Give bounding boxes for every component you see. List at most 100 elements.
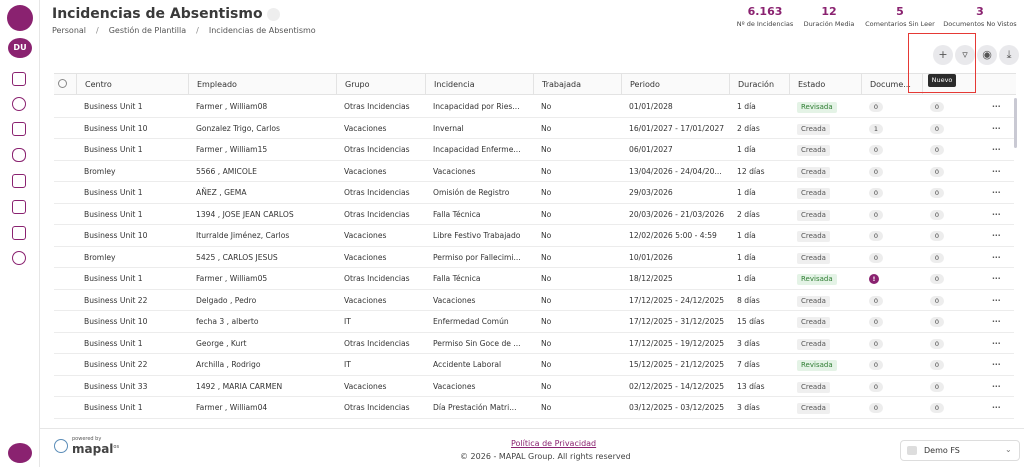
cell: No <box>541 295 552 305</box>
cell: 0 <box>869 247 920 268</box>
cell: 1 día <box>737 274 756 283</box>
column-header[interactable]: Grupo <box>336 74 425 95</box>
cell: Libre Festivo Trabajado <box>433 231 521 240</box>
brand-name: mapal <box>72 442 114 456</box>
table-row[interactable]: Business Unit 22 Delgado , Pedro Vacacione… <box>54 290 1014 311</box>
row-menu[interactable]: ··· <box>992 360 1001 369</box>
privacy-link[interactable]: Política de Privacidad <box>511 439 597 448</box>
column-header[interactable]: Trabajada <box>533 74 621 95</box>
cell: No <box>541 209 552 219</box>
nav-icon[interactable] <box>12 72 26 86</box>
count-badge: 0 <box>930 338 944 349</box>
cell: Falla Técnica <box>433 274 481 283</box>
count-badge: 0 <box>869 403 883 413</box>
app-logo-bottom[interactable] <box>8 443 32 463</box>
row-menu[interactable]: ··· <box>992 145 1001 154</box>
row-menu[interactable]: ··· <box>992 274 1001 283</box>
status-badge: Creada <box>797 381 830 393</box>
table-row[interactable]: Business Unit 1 Farmer , William08 Otras I… <box>54 96 1014 118</box>
column-header[interactable] <box>922 74 984 95</box>
table-row[interactable]: Business Unit 1 1394 , JOSE JEAN CARLOS Ot… <box>54 204 1014 225</box>
row-menu[interactable]: ··· <box>992 295 1001 305</box>
table-row[interactable]: Business Unit 22 Archilla , Rodrigo IT Acci… <box>54 354 1014 376</box>
user-button[interactable]: ◉ <box>977 45 997 65</box>
scrollbar[interactable] <box>1014 98 1017 148</box>
column-header[interactable]: Incidencia <box>425 74 533 95</box>
cell: 15 días <box>737 317 765 326</box>
nav-icon[interactable] <box>12 251 26 265</box>
new-button[interactable]: + <box>933 45 953 65</box>
status-badge: Creada <box>797 145 830 156</box>
cell: Otras Incidencias <box>344 274 410 283</box>
table-row[interactable]: Business Unit 10 Gonzalez Trigo, Carlos Va… <box>54 118 1014 139</box>
row-menu[interactable]: ··· <box>992 123 1001 133</box>
table-row[interactable]: Business Unit 33 1492 , MARIA CARMEN Vacac… <box>54 376 1014 397</box>
stat-label: Nº de Incidencias <box>736 20 794 28</box>
row-menu[interactable]: ··· <box>992 317 1001 326</box>
cell: No <box>541 102 552 111</box>
cell: 0 <box>869 376 920 397</box>
user-avatar[interactable]: DU <box>8 38 32 58</box>
nav-icon[interactable] <box>12 226 26 240</box>
status-badge: Creada <box>797 403 830 414</box>
app-logo[interactable] <box>7 5 33 31</box>
cell: 0 <box>869 354 920 375</box>
nav-icon[interactable] <box>12 97 26 111</box>
status-badge: Creada <box>797 123 830 135</box>
column-header[interactable]: Centro <box>76 74 188 95</box>
nav-icon[interactable] <box>12 122 26 136</box>
count-badge: 0 <box>930 145 944 155</box>
tooltip: Nuevo <box>928 74 956 87</box>
status-badge: Creada <box>797 252 830 264</box>
row-menu[interactable]: ··· <box>992 403 1001 412</box>
cell: 0 <box>869 139 920 160</box>
cell: 0 <box>930 268 982 289</box>
cell: Enfermedad Común <box>433 317 509 326</box>
stat: 5 Comentarios Sin Leer <box>860 5 940 28</box>
nav-icon[interactable] <box>12 200 26 214</box>
row-menu[interactable]: ··· <box>992 209 1001 219</box>
column-header[interactable]: Duración <box>729 74 789 95</box>
filter-button[interactable]: ▿ <box>955 45 975 65</box>
row-menu[interactable]: ··· <box>992 188 1001 197</box>
breadcrumb: Personal / Gestión de Plantilla / Incidencia… <box>52 26 316 35</box>
column-header[interactable]: Empleado <box>188 74 336 95</box>
row-menu[interactable]: ··· <box>992 231 1001 240</box>
edit-icon[interactable] <box>267 7 281 21</box>
table-row[interactable]: Business Unit 1 Farmer , William05 Otras I… <box>54 268 1014 290</box>
cell: 0 <box>930 139 982 160</box>
cell: No <box>541 403 552 412</box>
row-menu[interactable]: ··· <box>992 338 1001 348</box>
column-header[interactable]: Periodo <box>621 74 729 95</box>
column-header[interactable]: Docume... <box>861 74 922 95</box>
table-row[interactable]: Business Unit 1 Farmer , William15 Otras I… <box>54 139 1014 161</box>
download-button[interactable]: ⤓ <box>999 45 1019 65</box>
table-row[interactable]: Bromley 5425 , CARLOS JESUS Vacaciones Perm… <box>54 247 1014 268</box>
table-row[interactable]: Business Unit 10 Iturralde Jiménez, Carlo… <box>54 225 1014 247</box>
column-header[interactable]: Estado <box>789 74 861 95</box>
search-icon[interactable] <box>58 79 67 88</box>
cell: 2 días <box>737 123 760 133</box>
nav-icon[interactable] <box>12 148 26 162</box>
cell: Gonzalez Trigo, Carlos <box>196 123 281 133</box>
nav-icon[interactable] <box>12 174 26 188</box>
row-menu[interactable]: ··· <box>992 166 1001 176</box>
cell: Creada <box>797 290 859 311</box>
row-menu[interactable]: ··· <box>992 381 1001 391</box>
table-row[interactable]: Business Unit 10 fecha 3 , alberto IT Enfer… <box>54 311 1014 333</box>
table-row[interactable]: Business Unit 1 AÑEZ , GEMA Otras Incidenc… <box>54 182 1014 204</box>
row-menu[interactable]: ··· <box>992 102 1001 111</box>
cell: Farmer , William15 <box>196 145 268 154</box>
cell: Creada <box>797 161 859 182</box>
row-menu[interactable]: ··· <box>992 252 1001 262</box>
table-row[interactable]: Business Unit 1 Farmer , William04 Otras I… <box>54 397 1014 419</box>
count-badge: 0 <box>930 231 944 241</box>
crumb[interactable]: Gestión de Plantilla <box>108 26 187 35</box>
workspace-select[interactable]: Demo FS ⌄ <box>900 440 1020 461</box>
cell: Business Unit 1 <box>84 188 143 197</box>
table-row[interactable]: Business Unit 1 George , Kurt Otras Incide… <box>54 333 1014 354</box>
table-row[interactable]: Bromley 5566 , AMICOLE Vacaciones Vacacione… <box>54 161 1014 182</box>
crumb[interactable]: Personal <box>52 26 87 35</box>
cell: 0 <box>930 182 982 203</box>
